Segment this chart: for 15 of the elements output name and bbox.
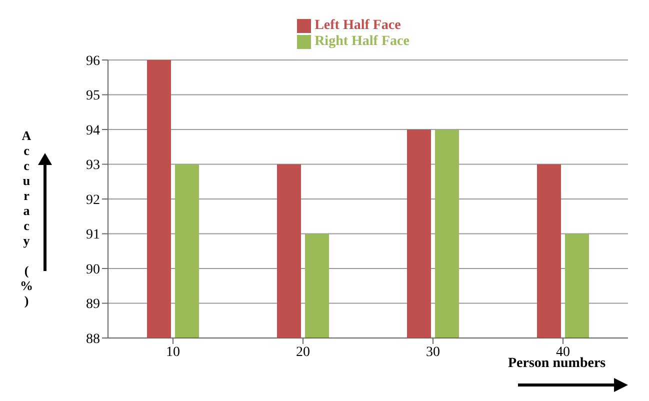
y-tick-label: 93 xyxy=(86,158,100,174)
legend-label: Left Half Face xyxy=(314,18,401,33)
y-tick-label: 96 xyxy=(86,54,100,69)
x-tick-label: 30 xyxy=(426,344,440,360)
y-axis-title: Accuracy (%) xyxy=(18,128,35,308)
y-tick-label: 90 xyxy=(86,262,100,278)
y-tick-label: 95 xyxy=(86,88,100,104)
legend-label: Right Half Face xyxy=(314,34,410,49)
y-tick-label: 91 xyxy=(86,228,100,243)
x-tick-label: 10 xyxy=(166,344,180,360)
y-tick-label: 92 xyxy=(86,192,100,208)
x-tick-label: 20 xyxy=(296,344,310,360)
y-tick-label: 88 xyxy=(86,332,100,347)
y-tick-label: 89 xyxy=(86,297,100,312)
y-tick-label: 94 xyxy=(86,123,100,138)
